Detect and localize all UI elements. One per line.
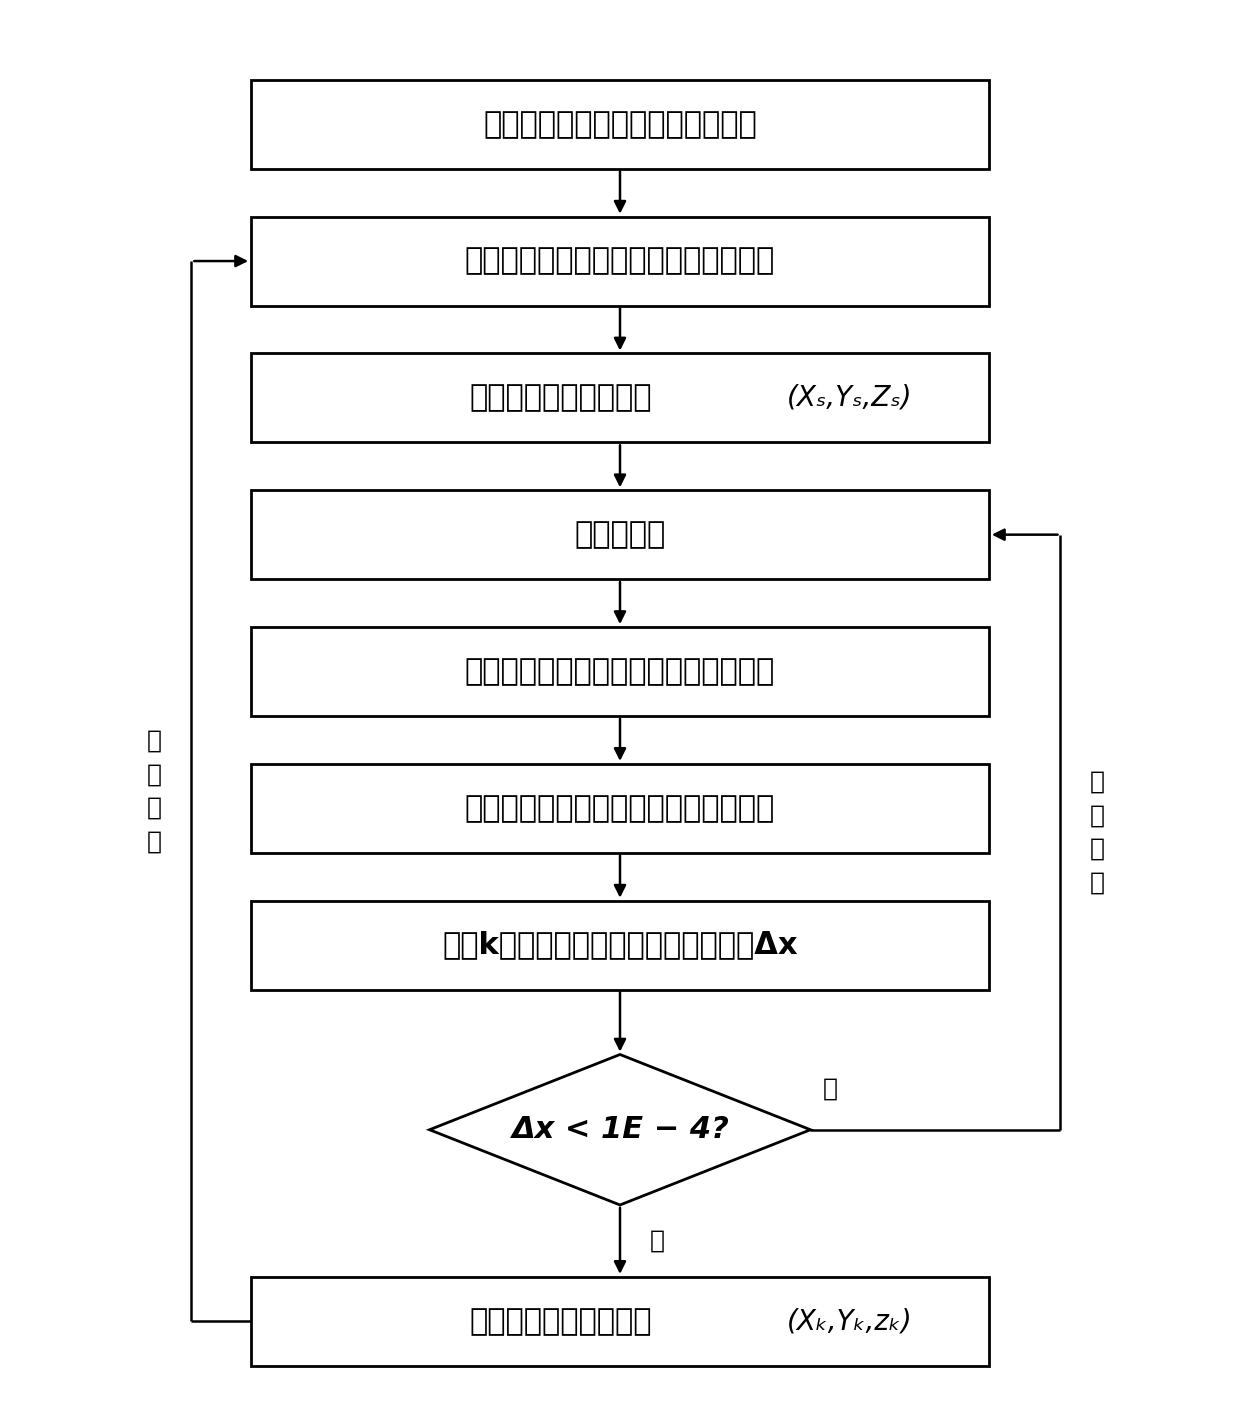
Text: (Xₛ,Yₛ,Zₛ): (Xₛ,Yₛ,Zₛ) [786, 383, 913, 412]
FancyBboxPatch shape [250, 627, 990, 715]
Text: 提取伪距测量值、时间信息、星历参数: 提取伪距测量值、时间信息、星历参数 [465, 247, 775, 275]
FancyBboxPatch shape [250, 490, 990, 579]
Text: 求伪距测量值方差，对伪距测量值加权: 求伪距测量值方差，对伪距测量值加权 [465, 657, 775, 685]
Text: 是: 是 [650, 1228, 665, 1253]
Text: 求卫星在标系中的位置: 求卫星在标系中的位置 [469, 383, 652, 412]
Text: 获取每历元的观测数据和导航数据: 获取每历元的观测数据和导航数据 [484, 110, 756, 138]
FancyBboxPatch shape [250, 217, 990, 305]
Text: 继
续
选
代: 继 续 选 代 [1090, 770, 1105, 895]
FancyBboxPatch shape [250, 901, 990, 989]
Text: 否: 否 [822, 1077, 837, 1100]
Polygon shape [429, 1054, 811, 1206]
Text: 求星地距离: 求星地距离 [574, 520, 666, 549]
Text: Δx < 1E − 4?: Δx < 1E − 4? [511, 1116, 729, 1144]
Text: 求观测方程的伪距残差向量和系数矩阵: 求观测方程的伪距残差向量和系数矩阵 [465, 794, 775, 822]
Text: 求第k次迭代的接收机位置及位置差值Δx: 求第k次迭代的接收机位置及位置差值Δx [443, 931, 797, 959]
FancyBboxPatch shape [250, 353, 990, 442]
Text: (Xₖ,Yₖ,zₖ): (Xₖ,Yₖ,zₖ) [786, 1307, 913, 1335]
Text: 保存并输出本历元位置: 保存并输出本历元位置 [469, 1307, 652, 1335]
FancyBboxPatch shape [250, 1277, 990, 1365]
FancyBboxPatch shape [250, 764, 990, 852]
Text: 下
一
历
元: 下 一 历 元 [146, 730, 161, 854]
FancyBboxPatch shape [250, 80, 990, 168]
